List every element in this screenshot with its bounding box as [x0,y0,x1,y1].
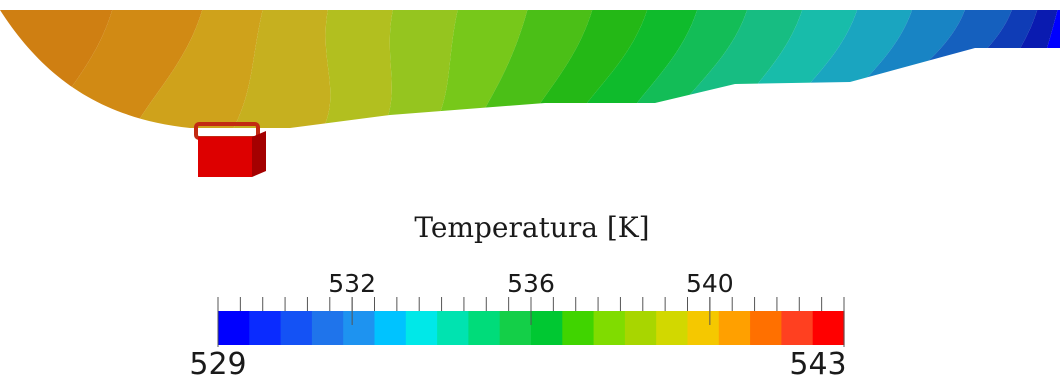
probe-body [194,122,266,177]
temperature-field [0,10,1060,128]
color-bar-max-label: 543 [789,347,846,381]
field-band [380,10,460,128]
field-band [565,10,700,128]
color-bar-swatch [687,311,720,345]
field-band [520,10,650,128]
color-bar-ticks [217,297,845,347]
color-bar [218,311,845,345]
color-bar-swatch [374,311,407,345]
legend-title: Temperatura [K] [414,211,649,244]
field-band [320,10,395,128]
field-band [615,10,750,128]
color-bar-swatch [468,311,501,345]
color-bar-min-label: 529 [189,347,246,381]
color-bar-swatch [249,311,282,345]
color-bar-swatch [343,311,376,345]
color-bar-swatch [218,311,250,345]
color-bar-swatch [437,311,469,345]
color-bar-swatch [531,311,563,345]
color-bar-swatch [750,311,782,345]
field-band [130,10,265,128]
field-band [230,10,331,128]
color-bar-tick-label: 532 [328,269,376,298]
color-bar-swatch [624,311,657,345]
color-bar-swatch [562,311,595,345]
color-bar-swatch [280,311,313,345]
field-band [470,10,595,128]
color-bar-tick-labels: 532 536 540 [328,269,733,298]
color-bar-swatch [812,311,845,345]
field-band [430,10,530,128]
color-bar-swatch [656,311,689,345]
color-bar-swatch [311,311,344,345]
color-bar-tick-label: 536 [507,269,555,298]
color-bar-swatch [499,311,532,345]
color-bar-swatch [718,311,751,345]
color-bar-swatch [781,311,814,345]
color-bar-tick-label: 540 [686,269,734,298]
color-bar-swatch [405,311,438,345]
color-bar-swatch [593,311,626,345]
